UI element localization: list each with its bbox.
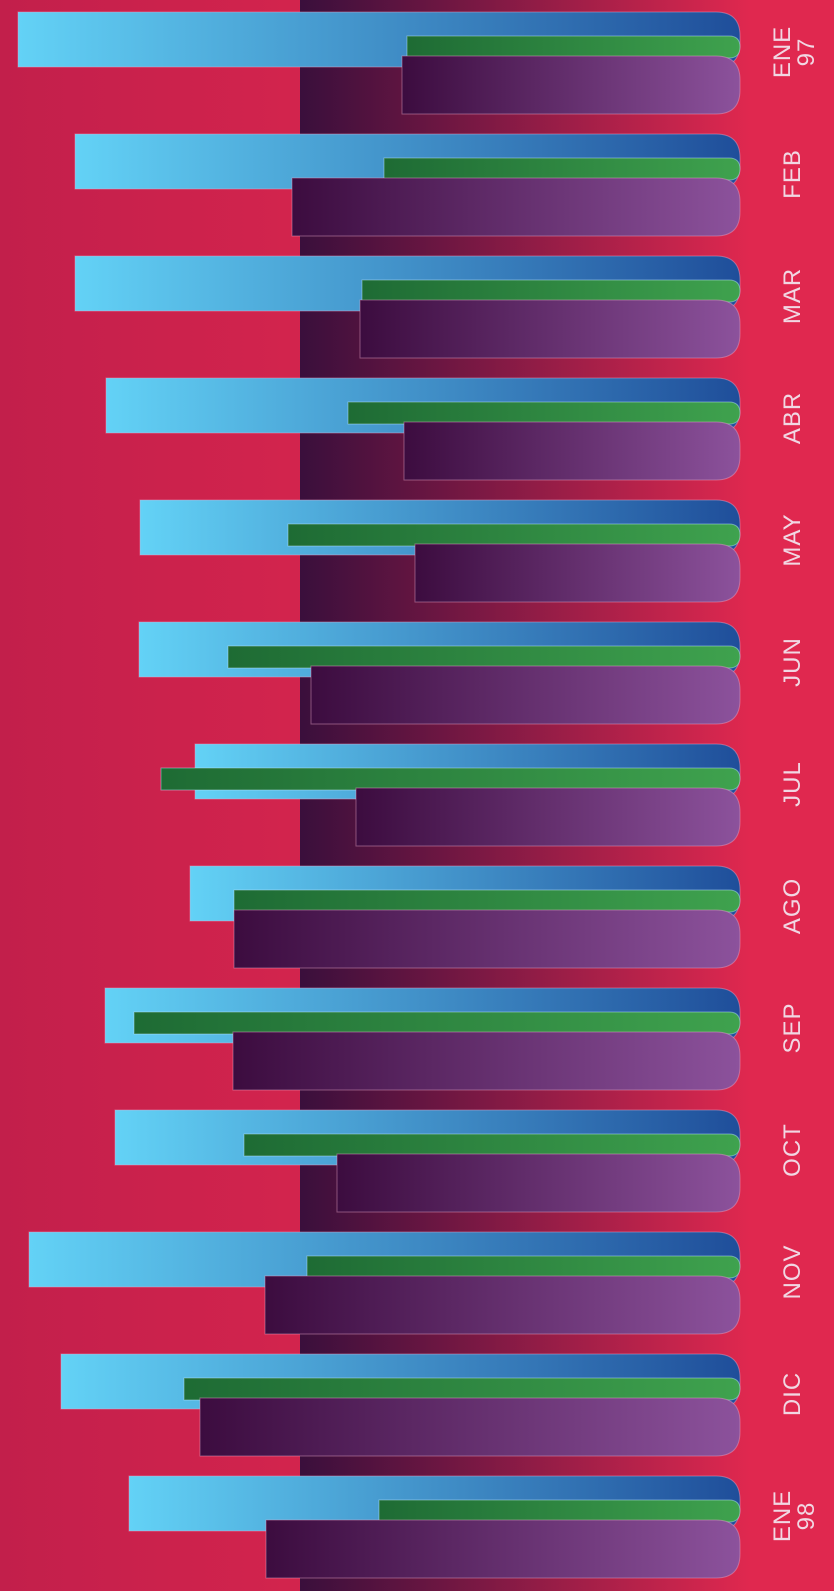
bar-series-3: [291, 177, 741, 237]
bar-series-3: [359, 299, 741, 359]
category-label: SEP: [779, 1002, 806, 1053]
bars-layer: [17, 11, 741, 1579]
bar-group: [138, 621, 741, 725]
category-label-line1: MAY: [779, 513, 806, 566]
category-label: MAR: [779, 268, 806, 324]
category-label: DIC: [779, 1372, 806, 1416]
category-label-line1: AGO: [779, 878, 806, 934]
bar-series-2: [233, 889, 741, 913]
category-label-line1: ENE: [769, 1490, 796, 1542]
bar-series-2: [243, 1133, 741, 1157]
bar-group: [128, 1475, 741, 1579]
category-label: ENE98: [769, 1490, 820, 1542]
category-label: JUN: [779, 637, 806, 687]
category-label: NOV: [779, 1244, 806, 1299]
bar-series-2: [361, 279, 741, 303]
bar-series-2: [383, 157, 741, 181]
bar-series-2: [183, 1377, 741, 1401]
bar-series-3: [265, 1519, 741, 1579]
bar-series-3: [264, 1275, 741, 1335]
bar-group: [114, 1109, 741, 1213]
category-label: AGO: [779, 878, 806, 934]
bar-series-2: [306, 1255, 741, 1279]
bar-series-3: [355, 787, 741, 847]
bar-series-2: [287, 523, 741, 547]
category-label: JUL: [779, 761, 806, 807]
bar-series-3: [199, 1397, 741, 1457]
category-label: ENE97: [769, 26, 820, 78]
bar-group: [28, 1231, 741, 1335]
category-label-line1: NOV: [779, 1244, 806, 1299]
bar-series-2: [133, 1011, 741, 1035]
bar-series-3: [403, 421, 741, 481]
category-label: ABR: [779, 392, 806, 444]
category-label-line2: 98: [793, 1502, 820, 1531]
bar-group: [104, 987, 741, 1091]
bar-series-2: [347, 401, 741, 425]
bar-group: [189, 865, 741, 969]
bar-group: [17, 11, 741, 115]
category-label-line1: ENE: [769, 26, 796, 78]
bar-series-2: [160, 767, 741, 791]
category-label-line1: ABR: [779, 392, 806, 444]
category-label-line1: JUN: [779, 637, 806, 687]
category-label-line2: 97: [793, 38, 820, 67]
category-labels: ENE97FEBMARABRMAYJUNJULAGOSEPOCTNOVDICEN…: [769, 26, 820, 1542]
category-label: FEB: [779, 149, 806, 199]
bar-series-3: [233, 909, 741, 969]
category-label-line1: FEB: [779, 149, 806, 199]
category-label: OCT: [779, 1123, 806, 1177]
bar-series-2: [378, 1499, 741, 1523]
bar-series-3: [336, 1153, 741, 1213]
bar-group: [160, 743, 741, 847]
bar-series-3: [414, 543, 741, 603]
bar-series-3: [401, 55, 741, 115]
bar-series-2: [227, 645, 741, 669]
bar-series-3: [310, 665, 741, 725]
bar-group: [74, 255, 741, 359]
bar-series-3: [232, 1031, 741, 1091]
bar-group: [105, 377, 741, 481]
category-label-line1: OCT: [779, 1123, 806, 1177]
bar-series-2: [406, 35, 741, 59]
category-label-line1: MAR: [779, 268, 806, 324]
category-label-line1: SEP: [779, 1002, 806, 1053]
category-label-line1: JUL: [779, 761, 806, 807]
bar-group: [74, 133, 741, 237]
category-label: MAY: [779, 513, 806, 566]
bar-group: [139, 499, 741, 603]
bar-group: [60, 1353, 741, 1457]
category-label-line1: DIC: [779, 1372, 806, 1416]
